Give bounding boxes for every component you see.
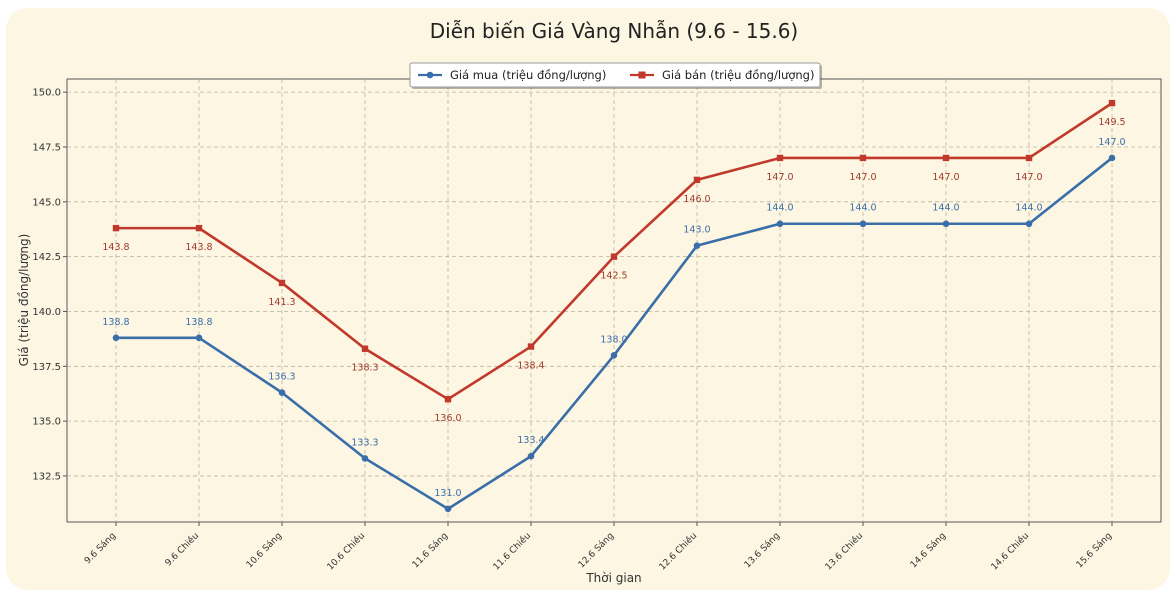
data-point — [444, 395, 452, 403]
data-label: 147.0 — [1015, 172, 1042, 183]
data-point — [112, 224, 120, 232]
data-point — [942, 220, 950, 228]
data-point — [361, 455, 369, 462]
data-label: 144.0 — [849, 203, 876, 214]
data-point — [527, 452, 535, 460]
data-label: 144.0 — [1015, 203, 1042, 214]
data-point — [776, 154, 784, 162]
data-label: 143.8 — [185, 242, 212, 253]
data-label: 144.0 — [766, 203, 793, 214]
series-1: 143.8 143.8 141.3 138.3 136.0 138.4 142.5 146.0… — [102, 99, 1126, 424]
x-tick-label: 13.6 Chiều — [823, 530, 865, 572]
data-point — [195, 224, 203, 232]
x-axis-label: Thời gian — [585, 571, 641, 585]
x-tick-label: 13.6 Sáng — [743, 531, 782, 570]
data-point — [859, 154, 867, 162]
data-point — [195, 334, 203, 342]
data-point — [693, 242, 701, 249]
data-point — [527, 343, 535, 350]
data-label: 143.8 — [102, 242, 129, 253]
legend-marker-sell — [638, 71, 646, 79]
legend-box — [409, 62, 821, 88]
data-label: 138.3 — [351, 363, 378, 374]
x-axis-ticks: 9.6 Sáng 9.6 Chiều 10.6 Sáng 10.6 Chiều 11.6… — [83, 522, 1114, 573]
data-point — [112, 334, 120, 342]
data-point — [942, 154, 950, 162]
data-label: 138.8 — [185, 317, 212, 328]
data-point — [1108, 154, 1116, 162]
data-point — [1025, 154, 1033, 162]
x-tick-label: 10.6 Sáng — [245, 531, 284, 570]
x-tick-label: 12.6 Sáng — [577, 531, 616, 570]
data-label: 138.8 — [102, 317, 129, 328]
legend-entry-sell: Giá bán (triệu đồng/lượng) — [662, 68, 814, 82]
data-label: 131.0 — [434, 488, 461, 499]
data-point — [1025, 220, 1033, 228]
data-label: 147.0 — [932, 172, 959, 183]
series-layer: 138.8 138.8 136.3 133.3 131.0 133.4 138.0 143.0… — [102, 99, 1126, 513]
grid — [67, 79, 1161, 522]
y-tick-label: 145.0 — [32, 197, 61, 208]
x-tick-label: 11.6 Chiều — [491, 530, 533, 572]
y-tick-label: 137.5 — [32, 362, 61, 373]
data-label: 144.0 — [932, 203, 959, 214]
series-0: 138.8 138.8 136.3 133.3 131.0 133.4 138.0 143.0… — [102, 137, 1126, 513]
y-tick-label: 140.0 — [32, 307, 61, 318]
data-label: 141.3 — [268, 297, 295, 308]
data-point — [859, 220, 867, 228]
x-tick-label: 11.6 Sáng — [411, 531, 450, 570]
data-label: 138.4 — [517, 361, 544, 372]
data-label: 142.5 — [600, 271, 627, 282]
data-point — [278, 279, 286, 287]
data-label: 143.0 — [683, 225, 710, 236]
y-tick-label: 147.5 — [32, 142, 61, 153]
legend-marker-buy — [426, 71, 434, 79]
y-tick-label: 132.5 — [32, 471, 61, 482]
data-label: 138.0 — [600, 334, 627, 345]
y-axis-label: Giá (triệu đồng/lượng) — [17, 234, 31, 367]
x-tick-label: 14.6 Chiều — [989, 530, 1031, 572]
data-point — [444, 505, 452, 513]
x-tick-label: 14.6 Sáng — [909, 531, 948, 570]
data-point — [1108, 99, 1116, 107]
data-label: 146.0 — [683, 194, 710, 205]
legend: Giá mua (triệu đồng/lượng) Giá bán (triệ… — [409, 62, 822, 89]
x-tick-label: 15.6 Sáng — [1075, 531, 1114, 570]
data-point — [610, 253, 618, 260]
data-point — [278, 389, 286, 396]
data-label: 136.3 — [268, 372, 295, 383]
y-tick-label: 150.0 — [32, 88, 61, 99]
data-point — [361, 345, 369, 352]
x-tick-label: 10.6 Chiều — [325, 530, 367, 572]
data-label: 147.0 — [766, 172, 793, 183]
x-tick-label: 12.6 Chiều — [657, 530, 699, 572]
x-tick-label: 9.6 Chiều — [163, 530, 201, 568]
data-label: 133.4 — [517, 435, 544, 446]
data-label: 147.0 — [1098, 137, 1125, 148]
data-label: 136.0 — [434, 413, 461, 424]
data-point — [610, 352, 618, 359]
y-tick-label: 135.0 — [32, 417, 61, 428]
data-label: 149.5 — [1098, 117, 1125, 128]
y-tick-label: 142.5 — [32, 252, 61, 263]
y-axis-ticks: 132.5 135.0 137.5 140.0 142.5 145.0 147.5 150.0 — [32, 88, 67, 482]
data-label: 147.0 — [849, 172, 876, 183]
x-tick-label: 9.6 Sáng — [83, 531, 118, 566]
data-point — [776, 220, 784, 228]
legend-entry-buy: Giá mua (triệu đồng/lượng) — [450, 68, 606, 82]
chart-card — [6, 8, 1170, 590]
data-point — [693, 176, 701, 184]
chart-title: Diễn biến Giá Vàng Nhẫn (9.6 - 15.6) — [430, 19, 798, 43]
data-label: 133.3 — [351, 437, 378, 448]
